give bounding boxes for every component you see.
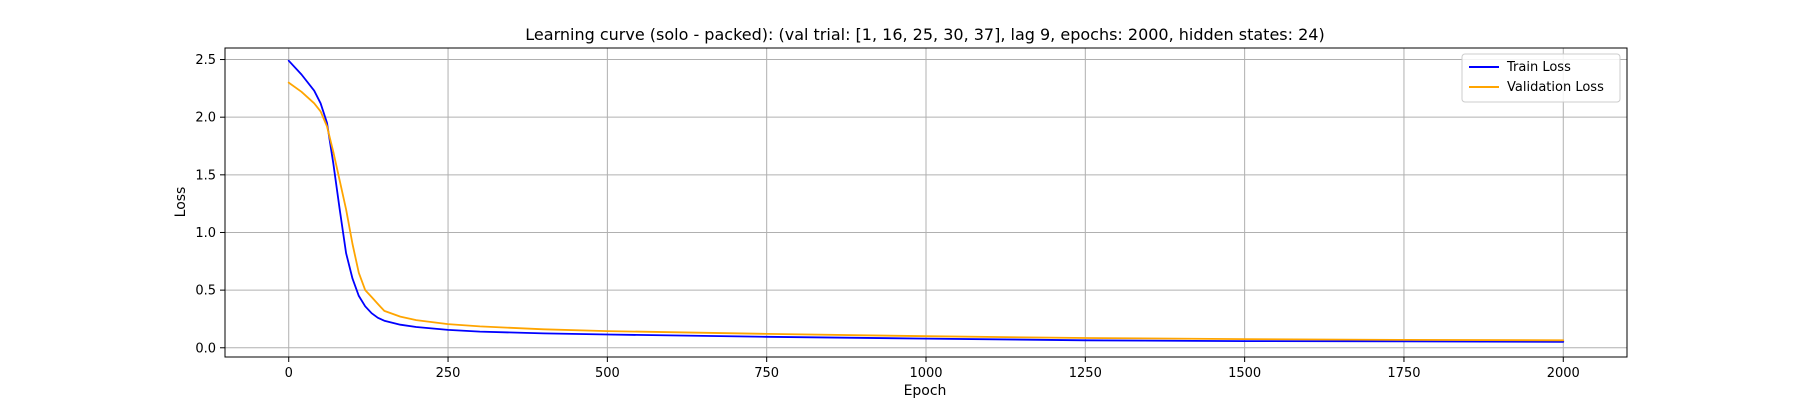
legend-box bbox=[1461, 53, 1621, 103]
x-tick-label: 2000 bbox=[1547, 366, 1580, 381]
legend: Train Loss Validation Loss bbox=[1461, 53, 1621, 103]
y-tick-label: 1.5 bbox=[195, 168, 216, 183]
y-tick-label: 0.0 bbox=[195, 341, 216, 356]
y-tick-label: 2.0 bbox=[195, 111, 216, 126]
y-tick-label: 2.5 bbox=[195, 53, 216, 68]
grid-layer bbox=[225, 48, 1627, 357]
x-tick-label: 750 bbox=[754, 366, 779, 381]
series-layer bbox=[287, 59, 1565, 343]
x-tick-label: 1750 bbox=[1387, 366, 1420, 381]
y-axis-title: Loss bbox=[173, 187, 189, 218]
series-line-validation-loss bbox=[287, 81, 1565, 342]
x-tick-label: 1250 bbox=[1069, 366, 1102, 381]
x-tick-label: 250 bbox=[436, 366, 461, 381]
x-tick-label: 1500 bbox=[1228, 366, 1261, 381]
y-tick-label: 0.5 bbox=[195, 284, 216, 299]
x-axis-title: Epoch bbox=[904, 383, 947, 399]
x-tick-label: 1000 bbox=[909, 366, 942, 381]
y-axis-ticks: 0.0 0.5 1.0 1.5 2.0 2.5 bbox=[195, 53, 225, 356]
x-tick-label: 500 bbox=[595, 366, 620, 381]
x-tick-label: 0 bbox=[285, 366, 293, 381]
y-tick-label: 1.0 bbox=[195, 226, 216, 241]
legend-validation-loss-label: Validation Loss bbox=[1507, 80, 1604, 95]
x-axis-ticks: 0 250 500 750 1000 1250 1500 1750 2000 bbox=[285, 357, 1580, 381]
legend-train-loss-label: Train Loss bbox=[1506, 60, 1571, 75]
chart-title: Learning curve (solo - packed): (val tri… bbox=[525, 25, 1324, 44]
